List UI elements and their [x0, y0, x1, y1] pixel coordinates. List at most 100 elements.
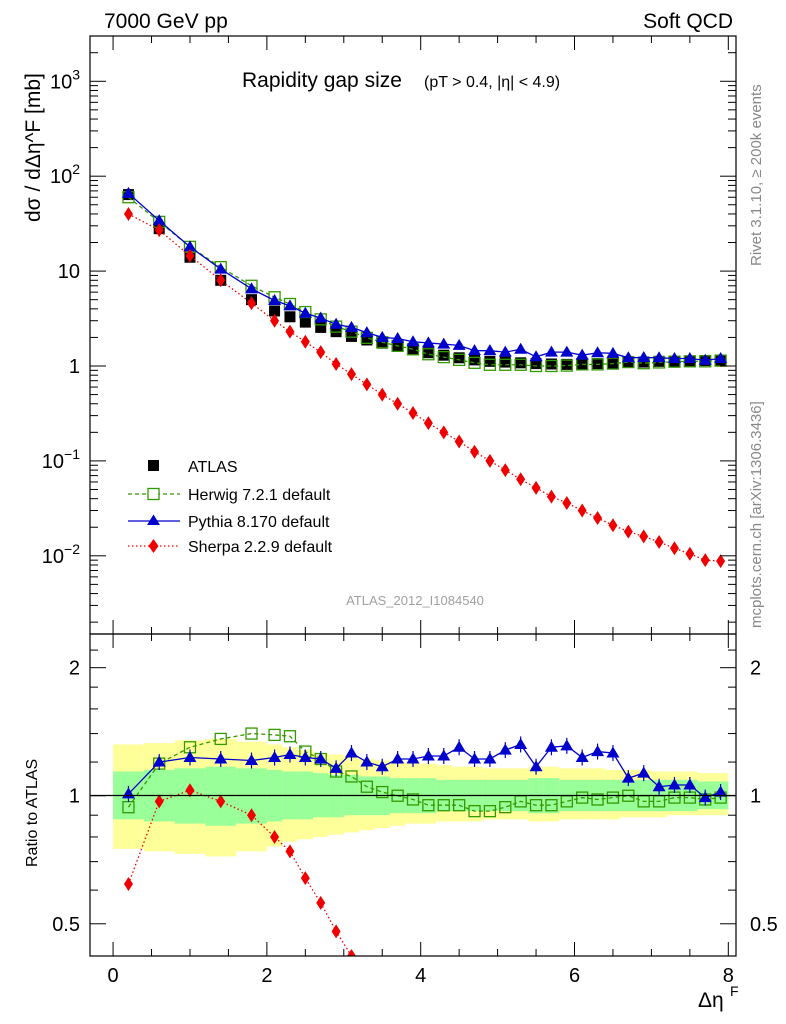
- pythia-point: [283, 299, 297, 311]
- atlas-point: [438, 349, 450, 361]
- sherpa-point: [216, 273, 226, 288]
- sherpa-point: [247, 296, 256, 311]
- sherpa-point: [470, 444, 480, 459]
- pythia-ratio-point: [714, 785, 728, 797]
- herwig-ratio-point: [499, 801, 512, 814]
- sherpa-ratio-point: [270, 829, 280, 844]
- legend-label-herwig: Herwig 7.2.1 default: [188, 487, 331, 504]
- energy-label: 7000 GeV pp: [104, 10, 228, 33]
- atlas-point: [561, 358, 573, 370]
- atlas-point: [299, 316, 311, 328]
- pythia-point: [637, 350, 651, 362]
- pythia-ratio-point: [698, 791, 712, 803]
- main-y-axis-title-text: dσ / dΔη^F [mb]: [22, 73, 45, 222]
- sherpa-point: [623, 524, 633, 539]
- legend-marker-atlas: [148, 460, 159, 471]
- sherpa-point: [154, 223, 164, 238]
- legend-entry-herwig: Herwig 7.2.1 default: [128, 487, 331, 504]
- sherpa-point: [654, 534, 664, 549]
- herwig-ratio-point: [345, 770, 358, 783]
- pythia-ratio-point: [214, 752, 228, 764]
- herwig-point: [437, 350, 450, 364]
- pythia-point: [152, 214, 166, 226]
- pythia-ratio-point: [544, 740, 558, 752]
- pythia-ratio-point: [452, 740, 466, 752]
- sherpa-point: [685, 546, 695, 561]
- sherpa-point: [270, 313, 280, 328]
- pythia-point: [529, 350, 543, 362]
- herwig-ratio-point: [245, 727, 258, 740]
- sherpa-point: [439, 425, 449, 440]
- main-y-tick-label: 103: [50, 66, 80, 93]
- sherpa-point: [377, 387, 387, 402]
- analysis-watermark: ATLAS_2012_I1084540: [346, 593, 484, 608]
- process-label: Soft QCD: [643, 10, 733, 33]
- herwig-ratio-point: [576, 791, 589, 804]
- ratio-y-tick-label-left: 2: [69, 658, 80, 680]
- pythia-ratio-point: [329, 761, 343, 773]
- x-tick-label: 0: [108, 965, 119, 987]
- sherpa-ratio-point: [123, 877, 133, 892]
- atlas-point: [315, 321, 327, 333]
- herwig-ratio-point: [591, 793, 604, 806]
- pythia-point: [667, 351, 681, 363]
- sherpa-point: [393, 396, 403, 411]
- sherpa-point: [608, 518, 618, 533]
- pythia-ratio-point: [406, 752, 420, 764]
- sherpa-point: [454, 434, 464, 449]
- pythia-ratio-point: [421, 749, 435, 761]
- legend-marker-herwig: [147, 487, 160, 501]
- atlas-point: [484, 355, 496, 367]
- pythia-point: [344, 320, 358, 332]
- pythia-ratio-point: [652, 780, 666, 792]
- pythia-point: [606, 346, 620, 358]
- herwig-point: [422, 348, 435, 361]
- sherpa-ratio-point: [362, 977, 371, 991]
- pythia-point: [591, 346, 605, 358]
- pythia-ratio-point: [245, 754, 258, 766]
- herwig-ratio-point: [422, 799, 435, 812]
- pythia-point: [329, 317, 343, 329]
- pythia-ratio-point: [529, 760, 543, 772]
- ratio-y-tick-label-left: 1: [69, 786, 80, 808]
- ratio-y-tick-label-right: 1: [750, 786, 761, 808]
- sherpa-point: [516, 472, 526, 487]
- sherpa-ratio-line: [127, 789, 353, 956]
- pythia-point: [406, 335, 420, 347]
- pythia-ratio-point: [621, 771, 635, 783]
- legend-label-sherpa: Sherpa 2.2.9 default: [188, 539, 333, 556]
- pythia-point: [360, 326, 374, 338]
- herwig-ratio-point: [529, 799, 543, 812]
- main-y-tick-label: 10−2: [42, 541, 80, 568]
- atlas-point: [284, 311, 296, 323]
- rivet-version-label: Rivet 3.1.10, ≥ 200k events: [748, 84, 765, 266]
- pythia-ratio-point: [575, 750, 589, 762]
- herwig-ratio-point: [268, 728, 281, 742]
- legend-marker-pythia: [147, 514, 160, 525]
- sherpa-point: [577, 503, 587, 518]
- herwig-ratio-point: [468, 804, 481, 818]
- ratio-frame: [89, 633, 737, 957]
- sherpa-point: [185, 248, 195, 263]
- atlas-point: [515, 357, 527, 369]
- atlas-point: [469, 354, 481, 366]
- main-y-axis-title: dσ / dΔη^F [mb]: [22, 73, 45, 222]
- sherpa-point: [669, 541, 679, 556]
- x-axis-title-base: Δη: [698, 989, 724, 1012]
- sherpa-point: [285, 324, 295, 339]
- sherpa-point: [300, 334, 310, 349]
- herwig-ratio-point: [376, 785, 389, 799]
- pythia-point: [421, 336, 435, 348]
- pythia-point: [698, 353, 712, 365]
- atlas-point: [407, 343, 419, 355]
- sherpa-point: [123, 206, 133, 221]
- pythia-ratio-point: [391, 752, 405, 764]
- pythia-point: [214, 262, 228, 274]
- atlas-point: [545, 358, 557, 370]
- herwig-ratio-point: [606, 791, 620, 804]
- herwig-ratio-point: [406, 793, 420, 806]
- sherpa-ratio-point: [185, 783, 195, 798]
- herwig-point: [514, 358, 527, 371]
- atlas-point: [361, 334, 373, 346]
